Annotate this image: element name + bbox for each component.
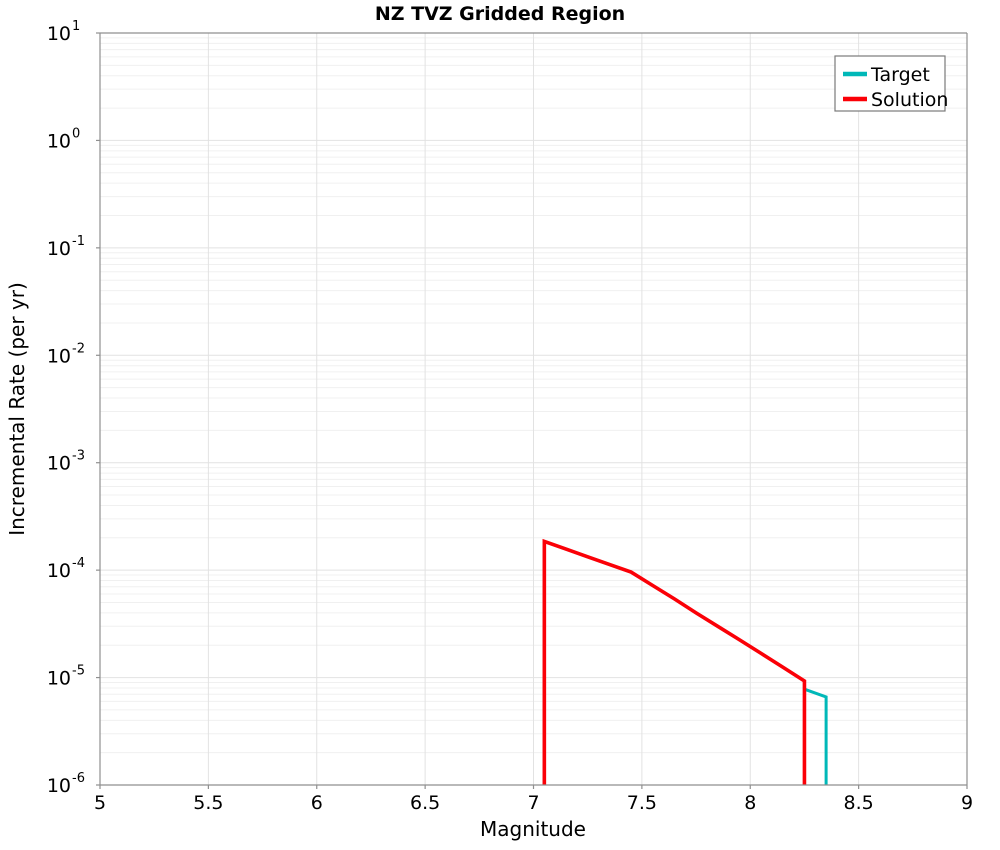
y-tick-label-exponent: 0 <box>72 126 80 141</box>
x-tick-label: 7.5 <box>627 792 657 814</box>
y-tick-label-exponent: -2 <box>72 341 85 356</box>
x-axis-ticks: 5 5.5 6 6.5 7 7.5 8 8.5 9 <box>94 785 973 814</box>
legend-box <box>834 55 946 112</box>
y-tick-label: 10 0 <box>47 126 80 152</box>
x-tick-label: 9 <box>961 792 973 814</box>
chart-legend[interactable]: Target Solution <box>834 55 948 112</box>
y-tick-label-exponent: -1 <box>72 234 85 249</box>
legend-label-target: Target <box>870 64 930 86</box>
y-tick-label: 10 -5 <box>47 664 85 690</box>
y-tick-label: 10 -6 <box>47 771 85 797</box>
y-tick-label: 10 -4 <box>47 556 85 582</box>
y-tick-label-mantissa: 10 <box>47 238 71 260</box>
y-tick-label-mantissa: 10 <box>47 775 71 797</box>
x-tick-label: 8 <box>744 792 756 814</box>
y-tick-label: 10 -2 <box>47 341 85 367</box>
x-axis-label: Magnitude <box>480 817 586 841</box>
x-tick-label: 5.5 <box>193 792 223 814</box>
x-tick-label: 5 <box>94 792 106 814</box>
series-line-solution <box>542 538 807 785</box>
y-tick-label-mantissa: 10 <box>47 668 71 690</box>
x-tick-label: 7 <box>527 792 539 814</box>
y-tick-label-mantissa: 10 <box>47 560 71 582</box>
x-tick-label: 8.5 <box>844 792 874 814</box>
y-tick-label-mantissa: 10 <box>47 23 71 45</box>
y-tick-label: 10 -1 <box>47 234 85 260</box>
y-tick-label-exponent: -3 <box>72 449 85 464</box>
y-tick-label-mantissa: 10 <box>47 345 71 367</box>
y-tick-label-exponent: 1 <box>72 19 80 34</box>
y-tick-label: 10 -3 <box>47 449 85 475</box>
data-series-group <box>542 538 828 785</box>
y-tick-label-exponent: -4 <box>72 556 85 571</box>
chart-title: NZ TVZ Gridded Region <box>375 3 625 25</box>
y-axis-label: Incremental Rate (per yr) <box>5 282 29 536</box>
y-tick-label-exponent: -6 <box>72 771 85 786</box>
x-tick-label: 6 <box>311 792 323 814</box>
y-tick-label: 10 1 <box>47 19 80 45</box>
y-tick-label-mantissa: 10 <box>47 453 71 475</box>
y-tick-label-exponent: -5 <box>72 664 85 679</box>
y-tick-label-mantissa: 10 <box>47 130 71 152</box>
x-tick-label: 6.5 <box>410 792 440 814</box>
legend-label-solution: Solution <box>871 89 948 111</box>
